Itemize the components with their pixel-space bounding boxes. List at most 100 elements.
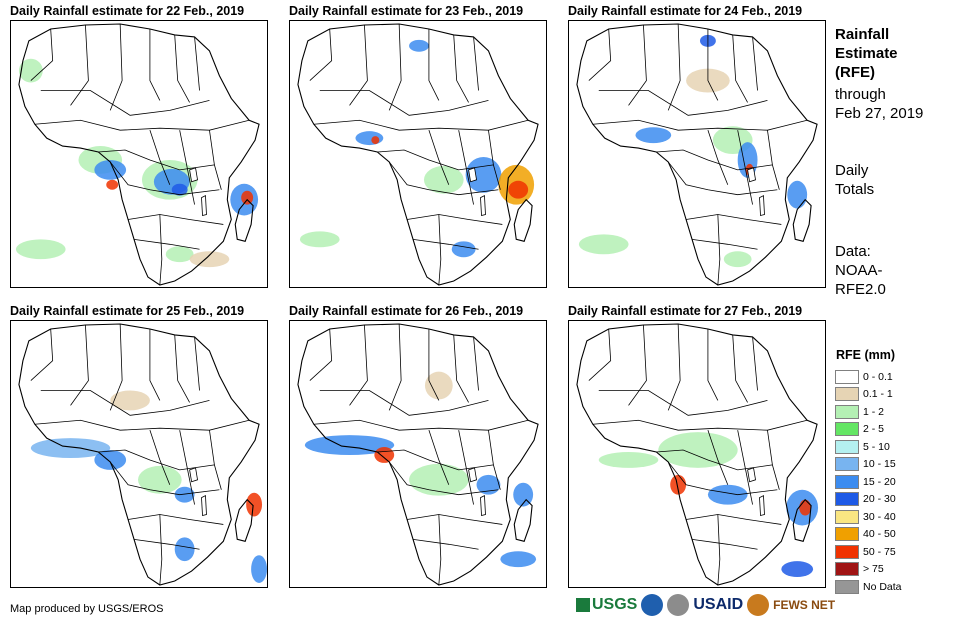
coastline [576, 323, 818, 586]
through-date: through Feb 27, 2019 [835, 85, 923, 123]
rainfall-area [451, 241, 476, 258]
legend-item: 50 - 75 [835, 543, 902, 561]
country-border [98, 149, 215, 171]
totals-line-2: Totals [835, 181, 875, 198]
legend-item: 1 - 2 [835, 403, 902, 421]
rainfall-area [513, 482, 534, 507]
country-border [767, 430, 780, 490]
rainfall-area [165, 246, 194, 263]
country-border [737, 430, 753, 505]
coastline [18, 323, 260, 586]
noaa-logo [641, 594, 664, 616]
country-border [412, 238, 479, 250]
country-border [752, 36, 758, 91]
rainfall-map-6 [568, 320, 826, 588]
country-border [313, 119, 529, 131]
legend-title: RFE (mm) [836, 348, 896, 362]
rainfall-area [787, 180, 808, 209]
country-border [667, 161, 778, 196]
data-source-line-1: Data: [835, 243, 871, 260]
country-border [149, 130, 171, 185]
country-border [149, 28, 161, 101]
country-border [707, 130, 729, 185]
country-border [707, 430, 729, 485]
legend-label: 15 - 20 [863, 475, 896, 488]
legend-swatch [835, 579, 859, 594]
rainfall-area [355, 131, 384, 146]
rainfall-area [424, 371, 453, 400]
fewsnet-globe-icon [747, 594, 770, 616]
legend-item: 0 - 0.1 [835, 368, 902, 386]
country-border [133, 538, 200, 550]
product-title-line-2: Estimate [835, 45, 898, 62]
legend-label: 0.1 - 1 [863, 388, 893, 401]
country-border [377, 149, 494, 171]
rainfall-map-3 [568, 20, 826, 288]
panel-title-6: Daily Rainfall estimate for 27 Feb., 201… [568, 304, 803, 318]
country-border [70, 24, 89, 106]
legend-item: 40 - 50 [835, 526, 902, 544]
country-border [34, 419, 250, 431]
legend-swatch [835, 474, 859, 489]
country-border [309, 328, 333, 381]
country-border [30, 328, 54, 381]
country-border [438, 514, 442, 586]
coastline [792, 498, 812, 542]
country-border [194, 336, 200, 391]
country-border [686, 514, 782, 525]
country-border [691, 238, 758, 250]
africa-map [576, 323, 819, 586]
rainfall-area [374, 447, 395, 463]
lake [468, 467, 477, 483]
country-border [109, 324, 123, 411]
africa-map [297, 323, 539, 586]
rainfall-area [246, 492, 263, 517]
legend-label: 50 - 75 [863, 545, 896, 558]
legend-label: 30 - 40 [863, 510, 896, 523]
panel-title-5: Daily Rainfall estimate for 26 Feb., 201… [289, 304, 524, 318]
totals-label: Daily Totals [835, 161, 874, 199]
rainfall-area [635, 127, 672, 144]
country-border [349, 24, 368, 106]
totals-line-1: Daily [835, 162, 869, 179]
country-border [732, 334, 748, 403]
rainfall-area [110, 390, 150, 411]
country-border [40, 390, 210, 416]
coastline [513, 498, 533, 542]
country-border [667, 461, 778, 496]
country-border [628, 324, 647, 406]
rainfall-area [508, 180, 529, 199]
country-border [209, 430, 222, 490]
country-border [458, 430, 474, 505]
rainfall-area [500, 551, 537, 568]
legend-label: 10 - 15 [863, 458, 896, 471]
country-border [149, 328, 161, 401]
country-border [656, 449, 773, 471]
country-border [686, 214, 782, 225]
country-border [159, 514, 163, 586]
africa-map [18, 323, 267, 586]
country-border [488, 130, 501, 190]
country-border [194, 36, 200, 91]
country-border [428, 430, 450, 485]
country-border [174, 34, 190, 103]
rainfall-area [707, 484, 748, 505]
rainfall-area [423, 165, 464, 194]
legend-swatch [835, 457, 859, 472]
country-border [732, 34, 748, 103]
panel-title-2: Daily Rainfall estimate for 23 Feb., 201… [289, 4, 524, 18]
rainfall-map-1 [10, 20, 268, 288]
country-border [488, 430, 501, 490]
fewsnet-logo-text: FEWS NET [773, 598, 836, 612]
country-border [428, 28, 440, 101]
legend-item: 15 - 20 [835, 473, 902, 491]
usaid-logo-text: USAID [693, 596, 744, 613]
country-border [179, 130, 195, 205]
coastline [234, 498, 254, 542]
country-border [592, 119, 808, 131]
country-border [70, 324, 89, 406]
coastline [18, 23, 260, 286]
rainfall-area [174, 537, 195, 562]
country-border [388, 24, 402, 111]
country-border [428, 328, 440, 401]
